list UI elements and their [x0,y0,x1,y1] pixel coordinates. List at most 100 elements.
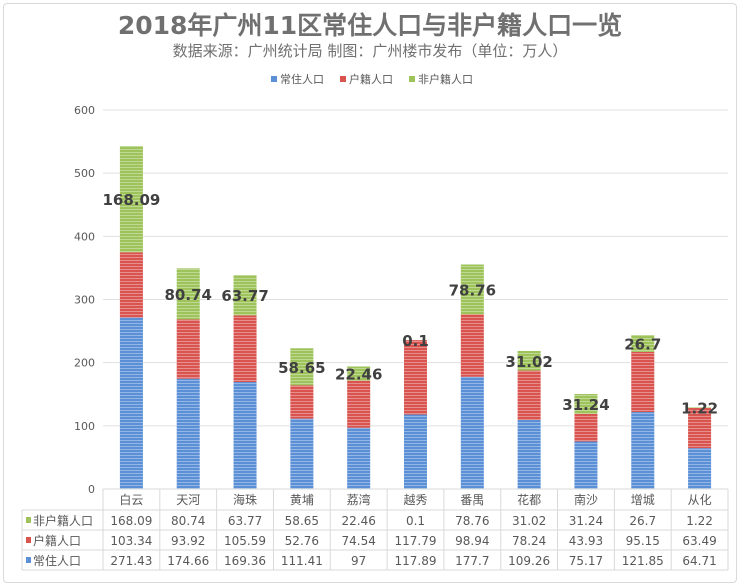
table-cell: 43.93 [569,534,603,548]
x-category-label: 南沙 [574,492,598,507]
table-cell: 105.59 [224,534,266,548]
table-cell: 31.02 [512,514,546,528]
table-legend-key [26,517,31,523]
table-cell: 177.7 [455,554,489,568]
data-label: 78.76 [449,281,496,299]
data-label: 26.7 [624,335,661,353]
table-cell: 117.89 [395,554,437,568]
x-category-label: 黄埔 [290,493,314,507]
table-cell: 271.43 [110,554,152,568]
bar-texture [233,275,257,316]
bar-texture [233,315,257,383]
table-legend-key [26,557,31,563]
bar-texture [517,419,541,489]
bar-texture [347,427,371,489]
bar-texture [404,340,427,415]
y-tick-label: 400 [74,230,95,243]
table-cell: 168.09 [110,514,152,528]
table-legend-key [26,537,31,543]
legend-label: 户籍人口 [349,72,393,86]
data-label: 31.02 [505,353,552,371]
data-label: 80.74 [165,286,212,304]
legend-swatch [271,76,277,82]
bar-texture [631,351,655,413]
table-cell: 0.1 [406,514,425,528]
x-category-label: 天河 [176,493,200,507]
table-cell: 22.46 [342,514,376,528]
table-cell: 109.26 [508,554,550,568]
table-cell: 63.77 [228,514,262,528]
table-cell: 26.7 [629,514,656,528]
bar-texture [574,394,598,414]
table-cell: 95.15 [626,534,660,548]
bar-texture [688,407,712,409]
bar-texture [290,418,314,489]
bar-texture [574,413,598,442]
bar-texture [119,317,143,489]
bar-texture [347,366,371,381]
legend-label: 常住人口 [280,72,324,86]
bar-texture [517,370,541,420]
bar-texture [233,382,257,489]
bar-texture [460,376,484,489]
table-cell: 97 [351,554,366,568]
table-cell: 31.24 [569,514,603,528]
bar-texture [517,350,541,371]
table-cell: 78.24 [512,534,546,548]
table-cell: 103.34 [110,534,152,548]
bar-texture [176,378,200,489]
bar-texture [290,348,314,386]
bar-texture [688,408,712,449]
bar-texture [176,319,200,379]
y-tick-label: 0 [88,483,95,496]
data-label: 31.24 [562,396,609,414]
y-tick-label: 500 [74,167,95,180]
data-label: 58.65 [278,359,325,377]
data-label: 63.77 [221,287,268,305]
table-cell: 174.66 [167,554,209,568]
data-label: 1.22 [681,400,718,418]
data-label: 168.09 [102,191,160,209]
chart-subtitle: 数据来源：广州统计局 制图：广州楼市发布（单位：万人） [172,42,568,60]
x-category-label: 越秀 [403,493,427,507]
x-category-label: 增城 [631,493,655,507]
bar-texture [460,314,484,377]
x-category-label: 荔湾 [347,492,371,507]
data-label: 22.46 [335,366,382,384]
table-cell: 78.76 [455,514,489,528]
table-cell: 121.85 [622,554,664,568]
table-row-header: 户籍人口 [33,533,81,548]
table-cell: 75.17 [569,554,603,568]
table-cell: 93.92 [171,534,205,548]
table-cell: 1.22 [686,514,713,528]
x-category-label: 番禺 [460,493,484,507]
table-cell: 74.54 [342,534,376,548]
data-label: 0.1 [402,332,429,350]
legend-label: 非户籍人口 [418,72,473,86]
bar-texture [574,441,598,489]
table-cell: 98.94 [455,534,489,548]
table-cell: 117.79 [395,534,437,548]
bar-texture [290,385,314,419]
y-tick-label: 100 [74,420,95,433]
chart-frame [3,3,737,583]
bar-texture [176,268,200,320]
x-category-label: 海珠 [233,492,257,507]
bar-texture [119,146,143,253]
legend-swatch [409,76,415,82]
table-cell: 58.65 [285,514,319,528]
table-cell: 111.41 [281,554,323,568]
table-cell: 80.74 [171,514,205,528]
bar-texture [631,412,655,489]
bar-texture [688,448,712,489]
table-cell: 169.36 [224,554,266,568]
y-tick-label: 300 [74,294,95,307]
table-cell: 52.76 [285,534,319,548]
x-category-label: 从化 [688,493,712,507]
legend-swatch [340,76,346,82]
bar-texture [631,335,655,352]
x-category-label: 花都 [517,492,541,507]
table-cell: 64.71 [682,554,716,568]
table-row-header: 常住人口 [33,554,81,568]
